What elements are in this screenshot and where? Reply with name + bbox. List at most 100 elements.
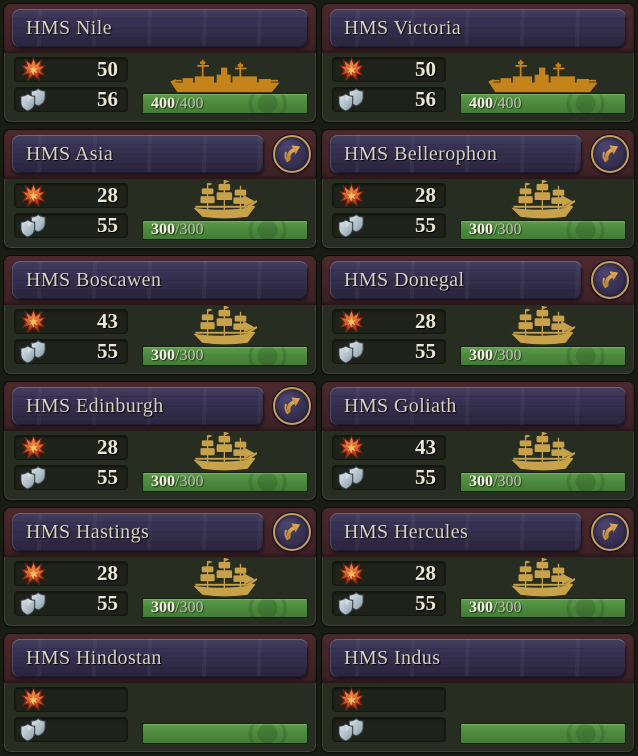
ship-card-header-strip: HMS Asia — [4, 130, 316, 179]
upgrade-button[interactable] — [591, 513, 629, 551]
hp-max: 300 — [497, 599, 522, 616]
three-masted-sailing-ship-icon — [460, 562, 626, 598]
hp-current: 300 — [469, 221, 493, 238]
ship-name-plate[interactable]: HMS Hindostan — [12, 639, 308, 677]
double-shield-icon — [20, 214, 46, 238]
ship-card[interactable]: HMS Victoria 50 56 — [322, 4, 634, 122]
explosion-burst-icon — [338, 184, 364, 208]
hp-max: 300 — [497, 221, 522, 238]
attack-stat: 43 — [14, 309, 128, 334]
double-shield-icon — [20, 88, 46, 112]
hp-bar: 300/300 — [460, 220, 626, 240]
ship-card-header-strip: HMS Donegal — [322, 256, 634, 305]
hp-bar — [460, 722, 626, 744]
ship-name: HMS Bellerophon — [344, 142, 498, 165]
ship-card[interactable]: HMS Hercules 28 — [322, 508, 634, 626]
attack-stat — [14, 687, 128, 712]
ship-card[interactable]: HMS Asia 28 55 — [4, 130, 316, 248]
upgrade-button[interactable] — [273, 387, 311, 425]
defense-value: 56 — [97, 87, 118, 111]
ship-name-plate[interactable]: HMS Victoria — [330, 9, 626, 47]
ship-name: HMS Indus — [344, 646, 441, 669]
ship-card[interactable]: HMS Donegal 28 5 — [322, 256, 634, 374]
ship-card[interactable]: HMS Bellerophon 28 — [322, 130, 634, 248]
ship-visual — [460, 687, 626, 744]
hp-bar: 400/400 — [142, 93, 308, 114]
defense-stat: 55 — [332, 465, 446, 490]
ship-visual: 400/400 — [460, 57, 626, 114]
defense-stat: 55 — [14, 591, 128, 616]
ship-visual: 400/400 — [142, 57, 308, 114]
three-masted-sailing-ship-icon — [142, 184, 308, 220]
hp-separator: / — [175, 473, 180, 490]
ship-name-plate[interactable]: HMS Indus — [330, 639, 626, 677]
ship-stats: 43 55 — [332, 435, 446, 492]
ship-name-plate[interactable]: HMS Asia — [12, 135, 264, 173]
attack-value: 50 — [415, 57, 436, 81]
upgrade-button[interactable] — [591, 261, 629, 299]
attack-stat: 28 — [14, 183, 128, 208]
defense-value: 55 — [97, 591, 118, 615]
explosion-burst-icon — [20, 184, 46, 208]
ship-card-header-strip: HMS Edinburgh — [4, 382, 316, 431]
ship-card[interactable]: HMS Nile 50 56 — [4, 4, 316, 122]
ship-card[interactable]: HMS Edinburgh 28 — [4, 382, 316, 500]
ship-name-plate[interactable]: HMS Goliath — [330, 387, 626, 425]
hp-current: 300 — [151, 599, 175, 616]
ship-name: HMS Hindostan — [26, 646, 162, 669]
ship-name: HMS Edinburgh — [26, 394, 164, 417]
double-shield-icon — [338, 466, 364, 490]
defense-stat: 55 — [332, 339, 446, 364]
ship-card-header-strip: HMS Bellerophon — [322, 130, 634, 179]
ship-visual: 300/300 — [142, 309, 308, 366]
ship-card[interactable]: HMS Hindostan — [4, 634, 316, 752]
hp-bar: 300/300 — [142, 346, 308, 366]
upgrade-button[interactable] — [591, 135, 629, 173]
hp-max: 300 — [179, 599, 204, 616]
defense-value: 55 — [97, 465, 118, 489]
ship-card-body: 28 55 300/300 — [4, 179, 316, 248]
hp-max: 400 — [179, 94, 204, 112]
explosion-burst-icon — [20, 562, 46, 586]
defense-value: 55 — [415, 339, 436, 363]
ship-card-body: 28 55 300/300 — [322, 305, 634, 374]
ship-name-plate[interactable]: HMS Edinburgh — [12, 387, 264, 425]
ship-name-plate[interactable]: HMS Donegal — [330, 261, 582, 299]
ship-card[interactable]: HMS Indus — [322, 634, 634, 752]
hp-max: 300 — [179, 473, 204, 490]
explosion-burst-icon — [20, 436, 46, 460]
upgrade-button[interactable] — [273, 513, 311, 551]
ship-name-plate[interactable]: HMS Hastings — [12, 513, 264, 551]
hp-current: 300 — [469, 347, 493, 364]
ship-name: HMS Hastings — [26, 520, 150, 543]
ship-card-body: 28 55 300/300 — [4, 557, 316, 626]
ship-card-header-strip: HMS Hindostan — [4, 634, 316, 683]
hp-separator: / — [493, 473, 498, 490]
ship-card[interactable]: HMS Boscawen 43 55 — [4, 256, 316, 374]
defense-stat: 55 — [14, 339, 128, 364]
three-masted-sailing-ship-icon — [460, 310, 626, 346]
ship-visual: 300/300 — [460, 183, 626, 240]
upgrade-button[interactable] — [273, 135, 311, 173]
attack-value: 28 — [415, 183, 436, 207]
ship-stats: 28 55 — [14, 435, 128, 492]
attack-value: 28 — [97, 435, 118, 459]
ship-name-plate[interactable]: HMS Boscawen — [12, 261, 308, 299]
ship-stats — [14, 687, 128, 744]
ship-card-header-strip: HMS Goliath — [322, 382, 634, 431]
defense-stat: 56 — [332, 87, 446, 112]
three-masted-sailing-ship-icon — [460, 436, 626, 472]
attack-value: 28 — [97, 183, 118, 207]
ship-card[interactable]: HMS Hastings 28 — [4, 508, 316, 626]
explosion-burst-icon — [20, 310, 46, 334]
ship-card[interactable]: HMS Goliath 43 55 — [322, 382, 634, 500]
ship-visual: 300/300 — [142, 435, 308, 492]
ship-name-plate[interactable]: HMS Hercules — [330, 513, 582, 551]
hp-bar: 300/300 — [142, 472, 308, 492]
ship-name-plate[interactable]: HMS Nile — [12, 9, 308, 47]
ship-name-plate[interactable]: HMS Bellerophon — [330, 135, 582, 173]
attack-stat: 28 — [14, 561, 128, 586]
ship-card-header-strip: HMS Nile — [4, 4, 316, 53]
curved-arrow-up-right-icon — [599, 143, 621, 165]
three-masted-sailing-ship-icon — [142, 310, 308, 346]
